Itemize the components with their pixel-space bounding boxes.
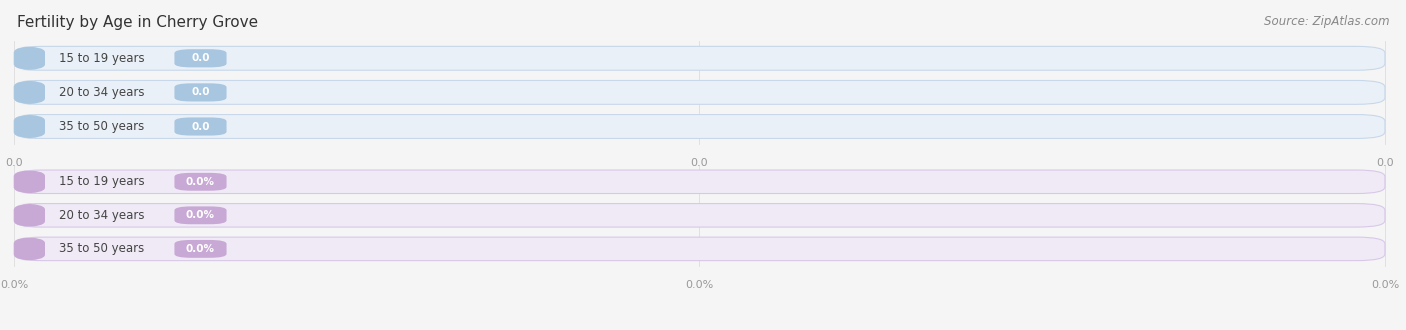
FancyBboxPatch shape bbox=[174, 173, 226, 191]
FancyBboxPatch shape bbox=[174, 117, 226, 136]
Text: 35 to 50 years: 35 to 50 years bbox=[59, 120, 145, 133]
FancyBboxPatch shape bbox=[14, 115, 1385, 139]
Text: 20 to 34 years: 20 to 34 years bbox=[59, 209, 145, 222]
FancyBboxPatch shape bbox=[14, 170, 45, 193]
Text: Fertility by Age in Cherry Grove: Fertility by Age in Cherry Grove bbox=[17, 15, 257, 30]
FancyBboxPatch shape bbox=[174, 83, 226, 101]
FancyBboxPatch shape bbox=[14, 115, 45, 139]
FancyBboxPatch shape bbox=[14, 204, 45, 227]
Text: 0.0%: 0.0% bbox=[0, 280, 28, 290]
Text: 20 to 34 years: 20 to 34 years bbox=[59, 86, 145, 99]
Text: 0.0%: 0.0% bbox=[186, 244, 215, 254]
FancyBboxPatch shape bbox=[14, 47, 45, 70]
Text: 0.0: 0.0 bbox=[191, 121, 209, 131]
FancyBboxPatch shape bbox=[14, 170, 1385, 193]
Text: 35 to 50 years: 35 to 50 years bbox=[59, 242, 145, 255]
Text: 0.0%: 0.0% bbox=[186, 210, 215, 220]
FancyBboxPatch shape bbox=[14, 47, 1385, 70]
Text: 0.0%: 0.0% bbox=[1371, 280, 1399, 290]
Text: 0.0%: 0.0% bbox=[186, 177, 215, 187]
Text: 0.0: 0.0 bbox=[191, 53, 209, 63]
Text: 0.0%: 0.0% bbox=[685, 280, 714, 290]
FancyBboxPatch shape bbox=[14, 81, 1385, 104]
Text: 0.0: 0.0 bbox=[191, 87, 209, 97]
FancyBboxPatch shape bbox=[14, 204, 1385, 227]
FancyBboxPatch shape bbox=[174, 240, 226, 258]
FancyBboxPatch shape bbox=[174, 49, 226, 67]
FancyBboxPatch shape bbox=[174, 206, 226, 224]
Text: Source: ZipAtlas.com: Source: ZipAtlas.com bbox=[1264, 15, 1389, 28]
Text: 0.0: 0.0 bbox=[6, 158, 22, 168]
Text: 0.0: 0.0 bbox=[1376, 158, 1393, 168]
FancyBboxPatch shape bbox=[14, 237, 1385, 261]
FancyBboxPatch shape bbox=[14, 237, 45, 261]
FancyBboxPatch shape bbox=[14, 81, 45, 104]
Text: 15 to 19 years: 15 to 19 years bbox=[59, 52, 145, 65]
Text: 0.0: 0.0 bbox=[690, 158, 709, 168]
Text: 15 to 19 years: 15 to 19 years bbox=[59, 175, 145, 188]
